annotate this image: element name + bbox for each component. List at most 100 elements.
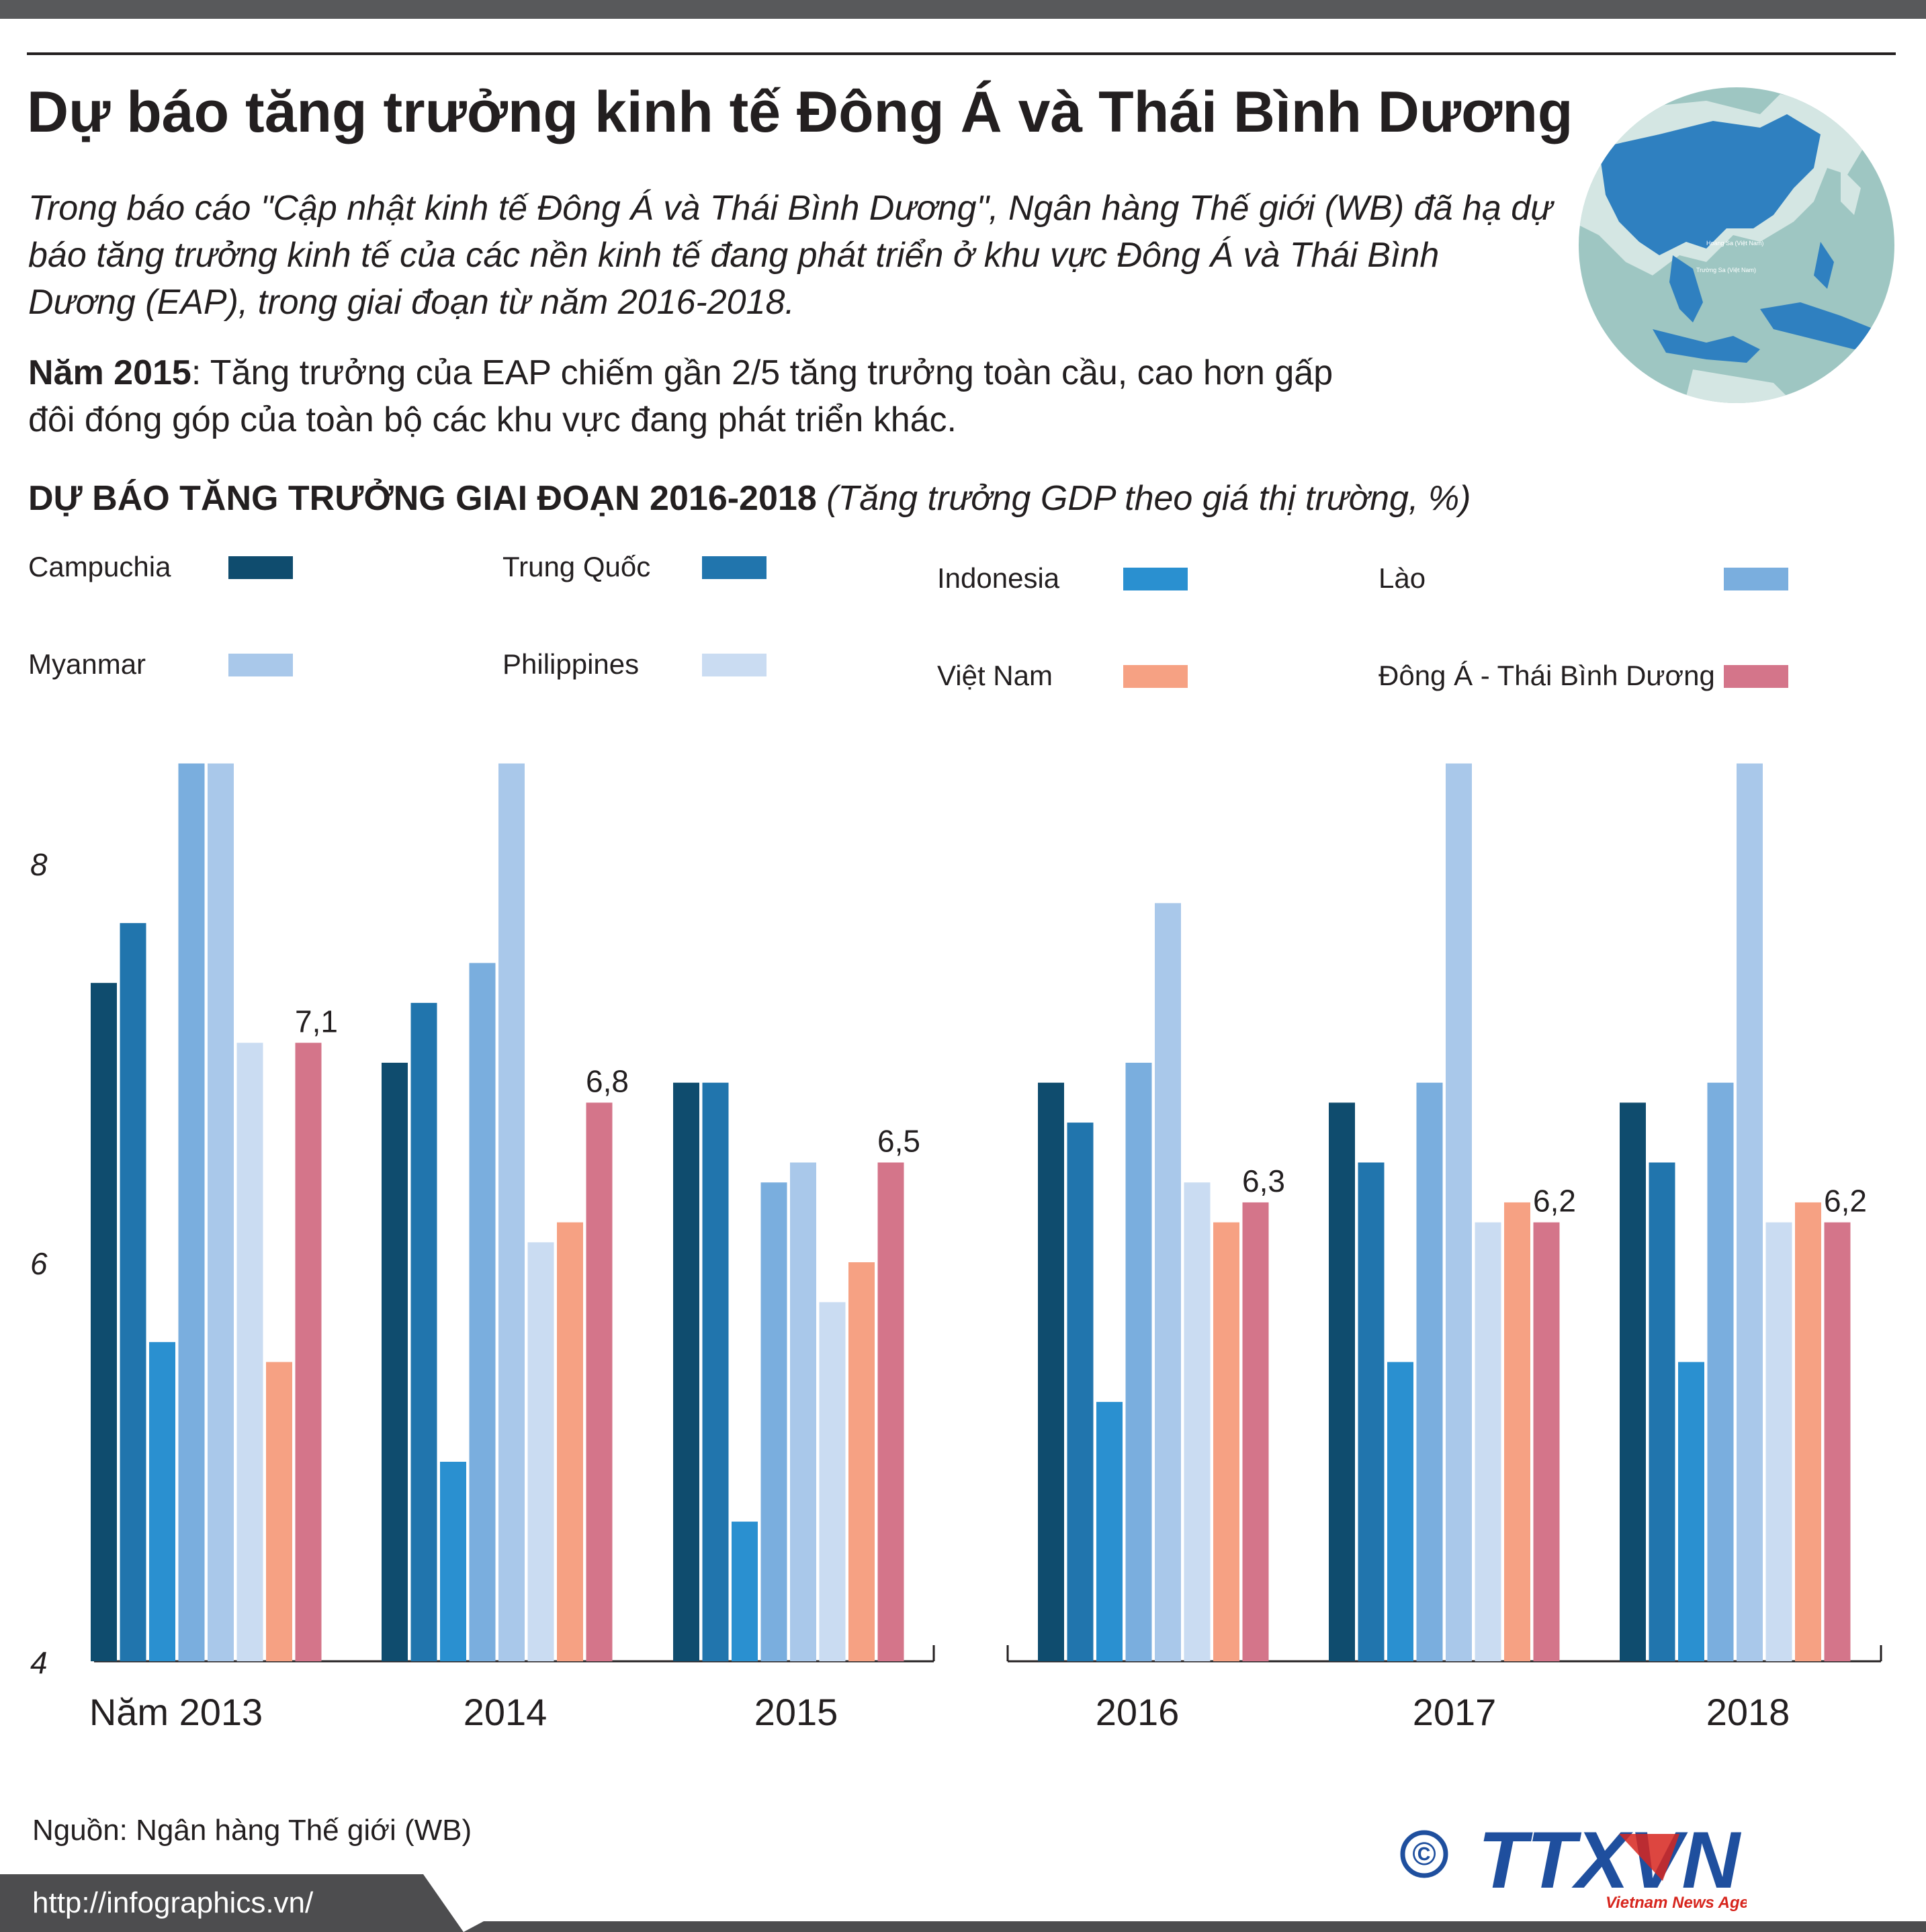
bar — [1475, 1222, 1501, 1661]
bar — [1533, 1222, 1560, 1661]
bar — [790, 1162, 816, 1661]
bar — [91, 983, 117, 1661]
bar — [236, 1043, 263, 1661]
globe-label-paracel: Hoàng Sa (Việt Nam) — [1706, 240, 1763, 247]
bar — [208, 763, 234, 1661]
title-rule — [27, 52, 1896, 55]
x-tick-label: Năm 2013 — [89, 1691, 263, 1733]
bar — [557, 1222, 583, 1661]
bar — [1416, 1082, 1443, 1661]
chart-title-main: DỰ BÁO TĂNG TRƯỞNG GIAI ĐOẠN 2016-2018 — [28, 479, 817, 518]
legend-swatch — [1123, 568, 1188, 590]
x-tick-label: 2015 — [754, 1691, 838, 1733]
data-label: 6,8 — [586, 1063, 629, 1098]
bar-chart: 4 6 8 7,1 Năm 2013 6,8 2014 6,5 2015 6,3 2016 6,2 20… — [30, 763, 1882, 1733]
bar — [382, 1063, 408, 1661]
bar — [120, 923, 146, 1661]
legend-swatch — [228, 654, 293, 676]
bar — [1067, 1123, 1094, 1661]
bar — [1765, 1222, 1792, 1661]
x-tick-label: 2016 — [1096, 1691, 1180, 1733]
data-label: 7,1 — [295, 1004, 338, 1039]
bar — [149, 1342, 175, 1661]
logo-subtext: Vietnam News Agency — [1606, 1894, 1747, 1912]
x-tick-label: 2018 — [1706, 1691, 1790, 1733]
bar — [760, 1182, 787, 1661]
footer-url-link[interactable]: http://infographics.vn/ — [32, 1886, 314, 1919]
legend-label: Trung Quốc — [502, 551, 651, 582]
bar — [410, 1002, 437, 1661]
data-label: 6,5 — [877, 1124, 920, 1159]
legend-swatch — [1123, 665, 1188, 688]
bar — [1387, 1362, 1413, 1661]
note-text: Năm 2015: Tăng trưởng của EAP chiếm gần … — [28, 349, 1345, 443]
bar — [1737, 763, 1763, 1661]
bar — [1096, 1401, 1123, 1661]
bar — [1504, 1202, 1530, 1661]
bar — [266, 1362, 292, 1661]
note-body: : Tăng trưởng của EAP chiếm gần 2/5 tăng… — [28, 353, 1333, 439]
y-tick-label: 8 — [30, 847, 48, 882]
chart-title: DỰ BÁO TĂNG TRƯỞNG GIAI ĐOẠN 2016-2018 (… — [28, 478, 1471, 519]
bar — [1707, 1082, 1734, 1661]
logo-text: TTXVN — [1478, 1815, 1741, 1905]
legend-swatch — [1724, 665, 1788, 688]
y-tick-label: 6 — [30, 1246, 48, 1281]
legend-label: Philippines — [502, 648, 640, 680]
bar — [819, 1302, 846, 1661]
data-label: 6,2 — [1824, 1184, 1867, 1219]
bar — [673, 1082, 699, 1661]
legend-label: Campuchia — [28, 551, 171, 582]
bar — [1155, 903, 1181, 1661]
bar — [877, 1162, 904, 1661]
legend-label: Lào — [1378, 562, 1426, 594]
intro-text: Trong báo cáo "Cập nhật kinh tế Đông Á v… — [28, 189, 1553, 322]
bar — [1649, 1162, 1675, 1661]
bar — [1184, 1182, 1211, 1661]
bar — [1795, 1202, 1821, 1661]
copyright-mark: © — [1412, 1837, 1436, 1872]
bar — [440, 1462, 466, 1661]
bar — [1620, 1102, 1646, 1661]
bar — [178, 763, 205, 1661]
source-text: Nguồn: Ngân hàng Thế giới (WB) — [32, 1814, 472, 1847]
globe-label-spratly: Trường Sa (Việt Nam) — [1696, 267, 1756, 273]
bar — [848, 1262, 875, 1661]
bar — [498, 763, 525, 1661]
ttxvn-logo: © TTXVN Vietnam News Agency — [1400, 1815, 1747, 1912]
x-tick-label: 2017 — [1413, 1691, 1497, 1733]
top-bar — [0, 0, 1926, 19]
legend-label: Việt Nam — [937, 660, 1053, 691]
bar — [527, 1242, 554, 1661]
legend-label: Myanmar — [28, 648, 146, 680]
legend-label: Indonesia — [937, 562, 1060, 594]
y-tick-label: 4 — [30, 1645, 48, 1680]
bar — [732, 1522, 758, 1661]
legend-swatch — [702, 654, 767, 676]
bar — [1329, 1102, 1355, 1661]
globe-map-icon: Hoàng Sa (Việt Nam) Trường Sa (Việt Nam) — [1579, 87, 1894, 403]
bar — [1242, 1202, 1269, 1661]
bar — [1038, 1082, 1064, 1661]
bar — [1125, 1063, 1152, 1661]
footer-bar — [0, 1874, 1926, 1932]
bar — [469, 963, 496, 1661]
bar — [586, 1102, 613, 1661]
legend-swatch — [228, 556, 293, 579]
chart-unit: (Tăng trưởng GDP theo giá thị trường, %) — [826, 479, 1471, 518]
legend-swatch — [1724, 568, 1788, 590]
data-label: 6,3 — [1242, 1163, 1285, 1198]
page-title: Dự báo tăng trưởng kinh tế Đông Á và Thá… — [27, 80, 1573, 144]
bar — [295, 1043, 322, 1661]
note-year: Năm 2015 — [28, 353, 191, 392]
data-label: 6,2 — [1533, 1184, 1576, 1219]
legend-swatch — [702, 556, 767, 579]
bar — [1358, 1162, 1385, 1661]
bar — [1446, 763, 1472, 1661]
legend-label: Đông Á - Thái Bình Dương — [1378, 660, 1715, 691]
x-tick-label: 2014 — [464, 1691, 548, 1733]
bar — [1824, 1222, 1851, 1661]
bar — [1678, 1362, 1704, 1661]
bar — [702, 1082, 729, 1661]
bar — [1213, 1222, 1239, 1661]
